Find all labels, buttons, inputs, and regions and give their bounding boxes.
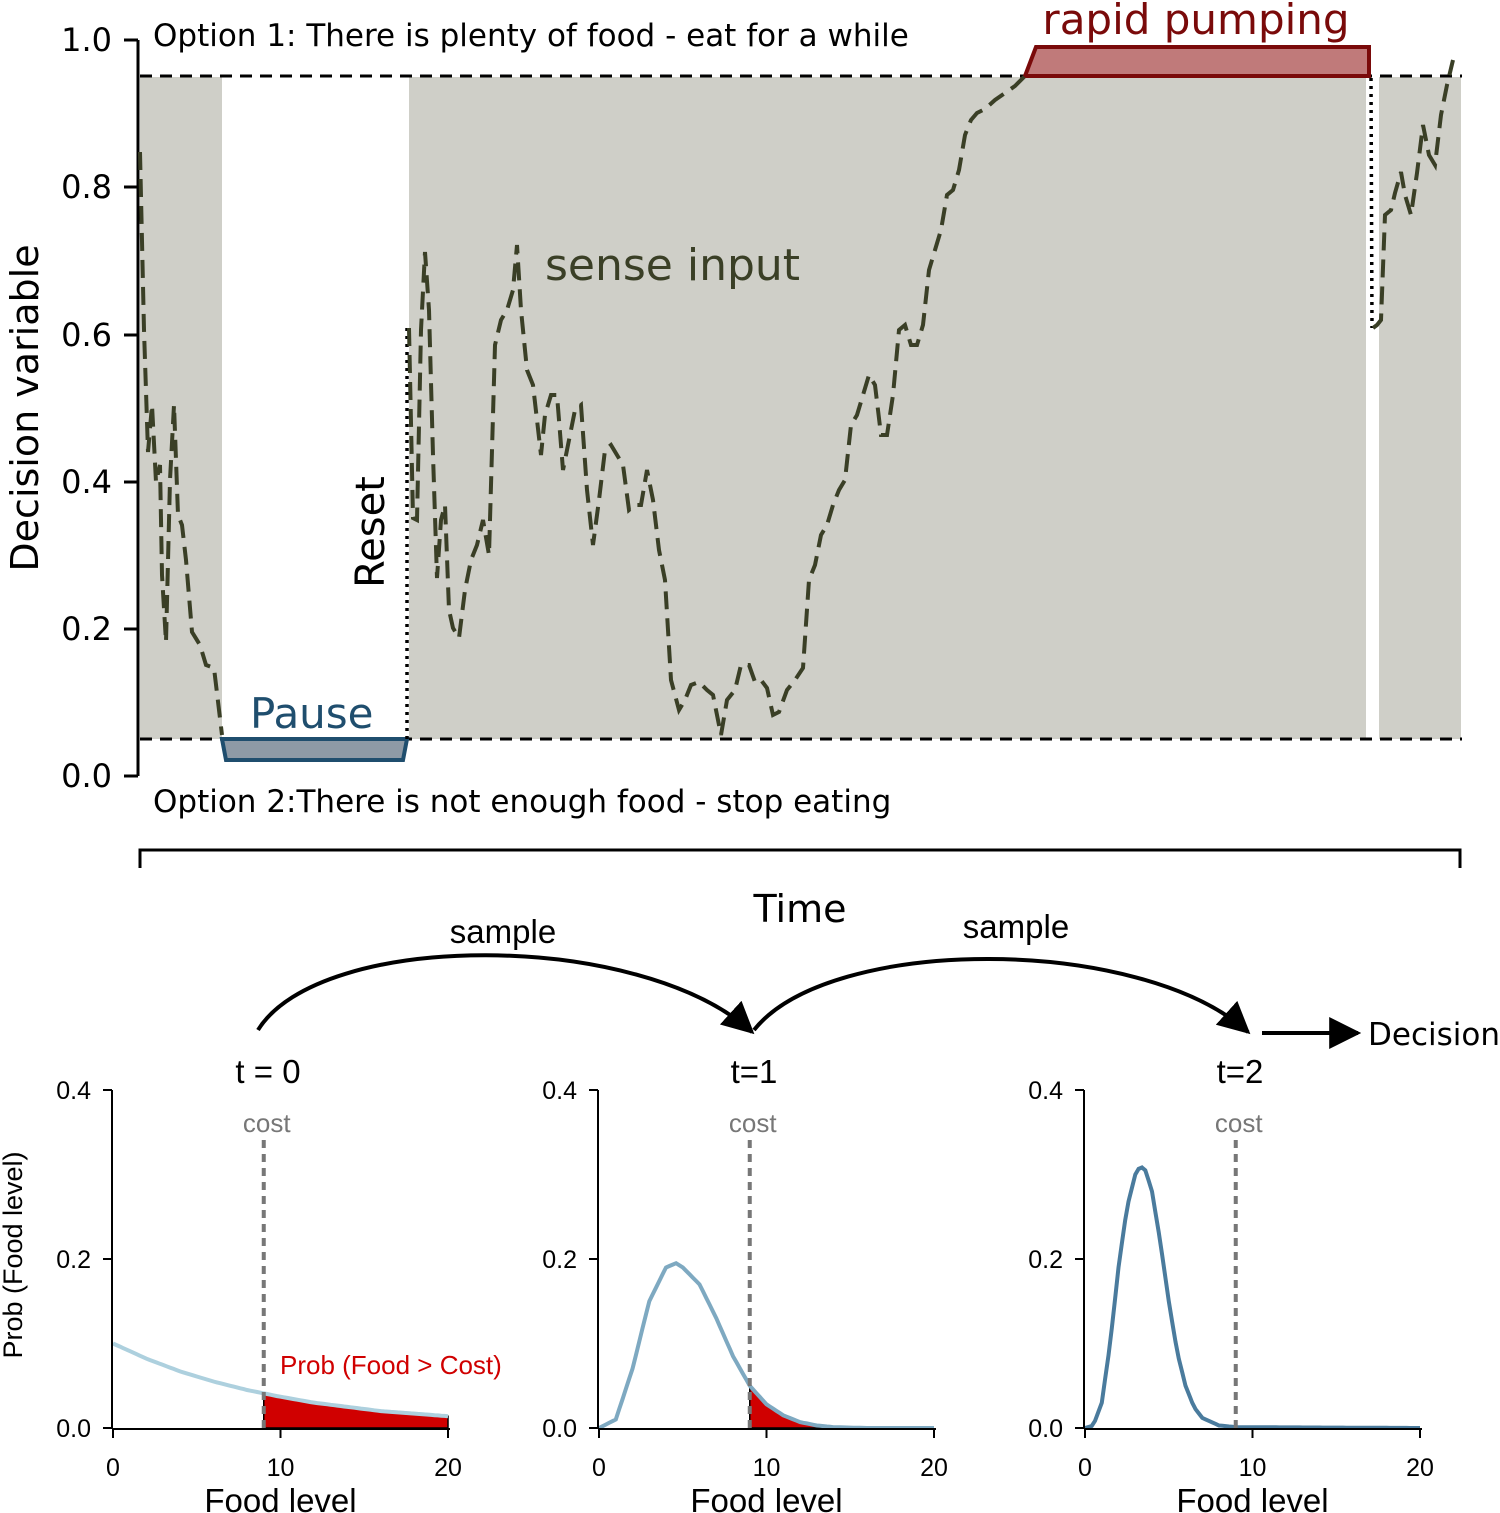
- distribution-curve: [112, 1341, 449, 1419]
- reset-line-2: [1369, 77, 1374, 329]
- x-tick-label: 20: [1406, 1454, 1434, 1482]
- option1-text: Option 1: There is plenty of food - eat …: [153, 18, 909, 54]
- time-label: Time: [753, 887, 847, 931]
- option2-text: Option 2:There is not enough food - stop…: [153, 784, 891, 820]
- time-bracket: [138, 848, 1462, 868]
- prob-above-cost-area: [749, 1383, 934, 1429]
- distribution-chart-2: cost 0.0 0.2 0.4 0 10 20 Food level t=2: [1028, 1053, 1434, 1513]
- ytick-label: 0.0: [61, 757, 112, 795]
- y-tick-label: 0.0: [542, 1415, 577, 1443]
- ytick-label: 0.6: [61, 316, 112, 354]
- sense-input-trace: [138, 59, 1455, 736]
- y-tick-label: 0.2: [56, 1246, 91, 1274]
- sense-input-label: sense input: [545, 240, 800, 291]
- pause-bar: [219, 737, 410, 762]
- x-tick-label: 0: [1078, 1454, 1092, 1482]
- x-tick-label: 10: [1239, 1454, 1267, 1482]
- top-y-ticks: [124, 38, 138, 778]
- panel-title: t=1: [731, 1053, 778, 1090]
- decision-label: Decision: [1368, 1017, 1500, 1053]
- y-tick-label: 0.0: [56, 1415, 91, 1443]
- ytick-label: 1.0: [61, 21, 112, 59]
- panel-title: t=2: [1217, 1053, 1264, 1090]
- band-region-1: [140, 77, 222, 739]
- rapid-pumping-bar: [1022, 45, 1371, 78]
- x-tick-label: 0: [106, 1454, 120, 1482]
- cost-label: cost: [243, 1108, 291, 1138]
- y-tick-label: 0.0: [1028, 1415, 1063, 1443]
- y-tick-label: 0.4: [542, 1077, 577, 1105]
- distribution-curve: [1084, 1165, 1420, 1430]
- panel-title: t = 0: [235, 1053, 300, 1090]
- sample-label-2: sample: [963, 908, 1069, 945]
- ytick-label: 0.8: [61, 168, 112, 206]
- ytick-label: 0.2: [61, 610, 112, 648]
- x-axis-label: Food level: [690, 1482, 842, 1513]
- top-y-tick-labels: 0.0 0.2 0.4 0.6 0.8 1.0: [61, 21, 112, 795]
- distribution-chart-0: cost 0.0 0.2 0.4 0 10 20 Food level t = 0 Prob (F…: [56, 1053, 502, 1513]
- y-tick-label: 0.2: [542, 1246, 577, 1274]
- cost-label: cost: [729, 1108, 777, 1138]
- ytick-label: 0.4: [61, 463, 112, 501]
- distribution-curve: [598, 1260, 934, 1430]
- x-tick-label: 20: [434, 1454, 462, 1482]
- flow-arrows: sample sample Decision: [256, 908, 1500, 1053]
- band-region-2: [409, 77, 1366, 739]
- bottom-panels: cost 0.0 0.2 0.4 0 10 20 Food level t = 0 Prob (F…: [56, 1053, 1434, 1513]
- sample-arrow-2: [752, 957, 1251, 1035]
- top-panel: 0.0 0.2 0.4 0.6 0.8 1.0 Decision variabl…: [3, 0, 1462, 931]
- cost-label: cost: [1215, 1108, 1263, 1138]
- top-y-axis-label: Decision variable: [3, 244, 47, 571]
- sample-label-1: sample: [450, 913, 556, 950]
- pause-label: Pause: [250, 689, 374, 738]
- x-tick-label: 0: [592, 1454, 606, 1482]
- x-tick-label: 20: [920, 1454, 948, 1482]
- y-tick-label: 0.4: [56, 1077, 91, 1105]
- band-region-3: [1379, 77, 1461, 739]
- y-tick-label: 0.2: [1028, 1246, 1063, 1274]
- x-axis-label: Food level: [1176, 1482, 1328, 1513]
- x-tick-label: 10: [753, 1454, 781, 1482]
- prob-food-gt-cost-label: Prob (Food > Cost): [280, 1350, 502, 1380]
- rapid-pumping-label: rapid pumping: [1042, 0, 1349, 44]
- bottom-y-axis-label: Prob (Food level): [0, 1151, 28, 1358]
- reset-label: Reset: [348, 476, 394, 588]
- distribution-chart-1: cost 0.0 0.2 0.4 0 10 20 Food level t=1: [542, 1053, 948, 1513]
- x-tick-label: 10: [267, 1454, 295, 1482]
- sample-arrow-1: [256, 953, 755, 1035]
- y-tick-label: 0.4: [1028, 1077, 1063, 1105]
- x-axis-label: Food level: [204, 1482, 356, 1513]
